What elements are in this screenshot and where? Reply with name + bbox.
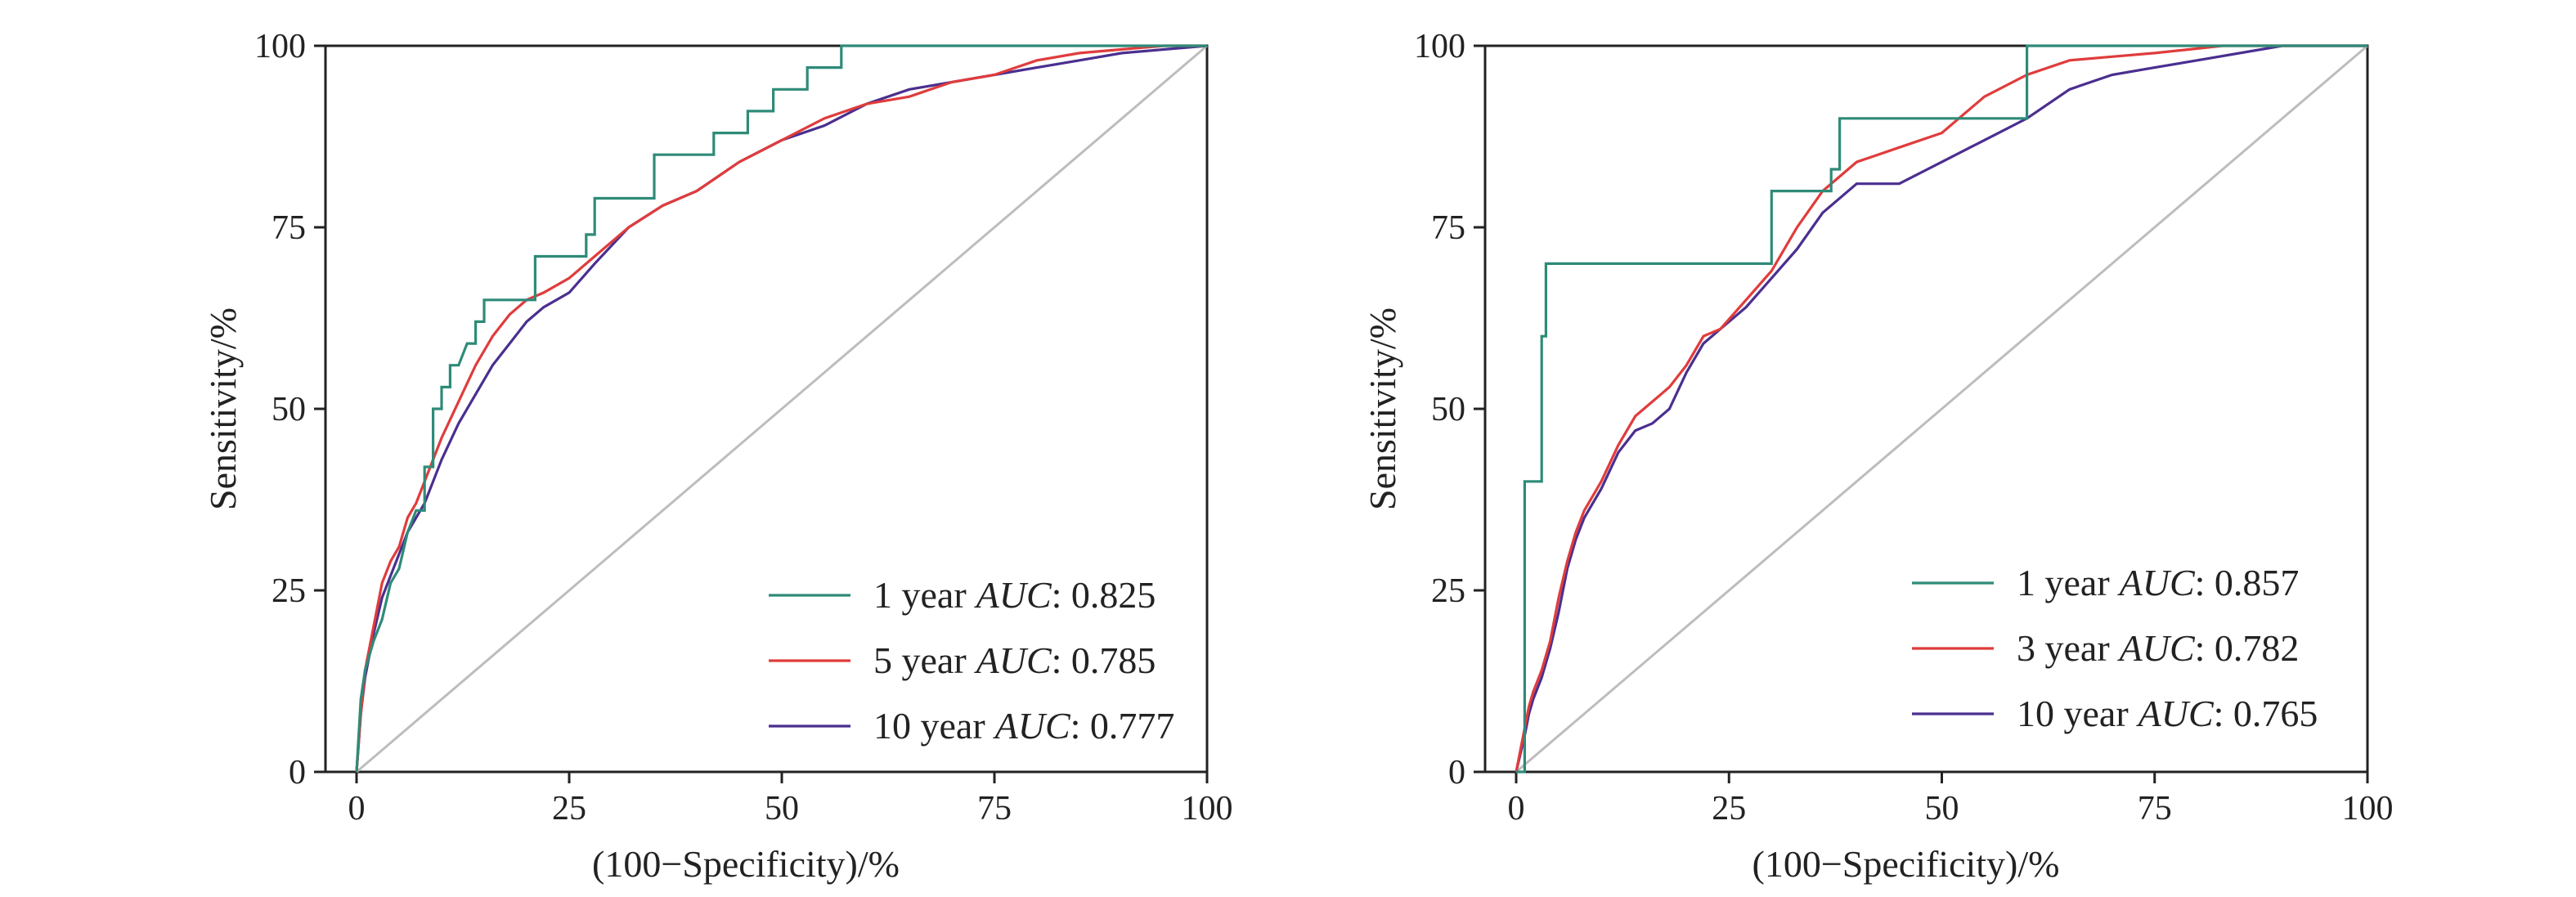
- legend-entry: 10 year AUC: 0.765: [2017, 693, 2318, 734]
- legend-series-name: 10 year: [873, 705, 985, 747]
- legend-auc-value: : 0.785: [1052, 639, 1156, 681]
- legend-auc-value: : 0.782: [2195, 627, 2300, 669]
- legend-series-name: 5 year: [873, 639, 967, 681]
- x-tick-label: 25: [1712, 790, 1746, 827]
- legend-auc-value: : 0.857: [2195, 562, 2300, 603]
- legend-entry: 10 year AUC: 0.777: [873, 705, 1174, 747]
- legend-auc-label: AUC: [2117, 627, 2196, 669]
- x-axis-title: (100−Specificity)/%: [1752, 843, 2060, 885]
- legend-auc-value: : 0.765: [2214, 693, 2318, 734]
- legend-auc-label: AUC: [2136, 693, 2215, 734]
- roc-panel-right: 0 25 50 75 100 0 25 50 75 100 (100−Specificity)/% S…: [1362, 28, 2394, 885]
- roc-curve-10-year: [1515, 44, 2367, 773]
- roc-curve-5-year: [355, 44, 1207, 773]
- legend-entry: 5 year AUC: 0.785: [873, 639, 1156, 681]
- y-tick-label: 50: [1431, 391, 1465, 428]
- x-tick-label: 100: [2342, 790, 2394, 827]
- legend-auc-label: AUC: [974, 639, 1052, 681]
- y-tick-label: 100: [254, 28, 306, 65]
- y-tick-label: 25: [1431, 572, 1465, 610]
- x-tick-label: 50: [765, 790, 799, 827]
- y-tick-label: 0: [289, 754, 306, 792]
- x-tick-label: 75: [2138, 790, 2172, 827]
- y-tick-label: 50: [272, 391, 306, 428]
- y-tick-label: 75: [272, 209, 306, 247]
- y-tick-label: 0: [1448, 754, 1465, 792]
- roc-curve-3-year: [1515, 44, 2367, 773]
- x-tick-label: 100: [1182, 790, 1233, 827]
- x-tick-label: 0: [348, 790, 366, 827]
- legend-auc-label: AUC: [2117, 562, 2196, 603]
- reference-diagonal-line: [356, 44, 1208, 774]
- legend-auc-label: AUC: [993, 705, 1071, 747]
- y-axis-title: Sensitivity/%: [202, 307, 244, 510]
- y-tick-label: 100: [1414, 28, 1465, 65]
- legend-series-name: 10 year: [2017, 693, 2129, 734]
- y-tick-label: 25: [272, 572, 306, 610]
- roc-curve-1-year: [1516, 44, 2367, 774]
- y-axis-title: Sensitivity/%: [1362, 307, 1403, 510]
- x-tick-label: 25: [552, 790, 586, 827]
- roc-panel-left: 0 25 50 75 100 0 25 50 75 100 (100−Specificity)/% S…: [202, 28, 1233, 885]
- legend-auc-label: AUC: [974, 574, 1052, 616]
- x-tick-label: 0: [1508, 790, 1525, 827]
- x-tick-label: 75: [977, 790, 1012, 827]
- y-tick-label: 75: [1431, 209, 1465, 247]
- legend-entry: 3 year AUC: 0.782: [2017, 627, 2299, 669]
- x-axis-title: (100−Specificity)/%: [592, 843, 900, 885]
- legend-series-name: 1 year: [873, 574, 967, 616]
- legend-series-name: 1 year: [2017, 562, 2110, 603]
- legend-auc-value: : 0.777: [1070, 705, 1175, 747]
- legend-auc-value: : 0.825: [1052, 574, 1156, 616]
- legend-entry: 1 year AUC: 0.825: [873, 574, 1156, 616]
- reference-diagonal-line: [1515, 44, 2368, 774]
- legend-entry: 1 year AUC: 0.857: [2017, 562, 2299, 603]
- legend-series-name: 3 year: [2017, 627, 2110, 669]
- roc-curve-1-year: [355, 44, 1207, 773]
- x-tick-label: 50: [1925, 790, 1959, 827]
